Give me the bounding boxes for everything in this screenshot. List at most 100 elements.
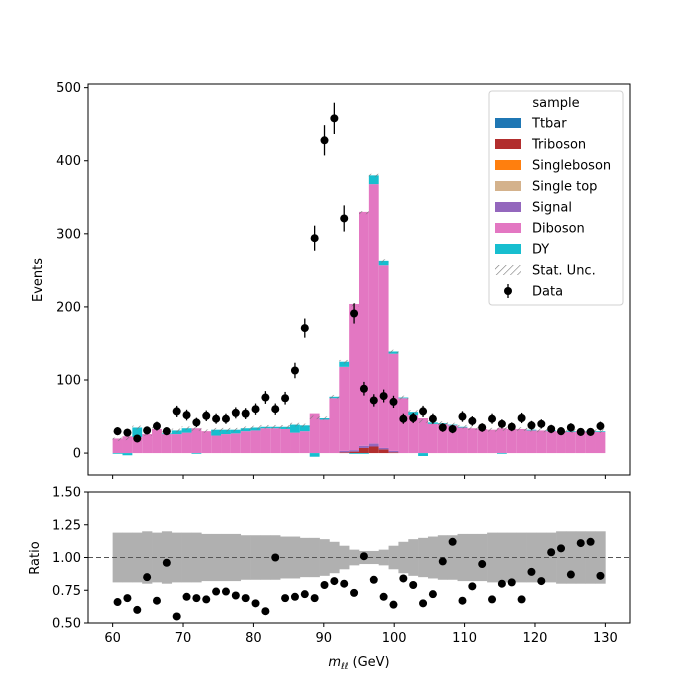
bar-diboson [201,431,212,454]
data-point [192,418,201,427]
main-frame [87,83,631,476]
ratio-point [320,581,329,590]
data-point [231,408,240,417]
ratio-unc-band [240,535,251,580]
xtick-label: 90 [316,631,333,646]
stat-unc-band [191,427,202,431]
bar-diboson [477,428,488,454]
ratio-point [310,594,319,603]
legend-label-singleboson: Singleboson [532,159,611,174]
legend-label-data: Data [532,285,563,300]
xlabel-unit: (GeV) [353,655,390,670]
ratio-unc-band [161,531,173,584]
bar-diboson [437,423,448,454]
legend-label-stat-unc-: Stat. Unc. [532,264,596,279]
bar-diboson [575,431,586,454]
ratio-point [143,573,152,582]
stat-unc-band [211,427,222,432]
ratio-point [468,582,477,591]
data-point [320,136,329,145]
bar-triboson [339,452,350,454]
ratio-point [557,544,566,553]
stat-unc-band [418,419,428,423]
data-point [271,405,280,414]
ratio-point [172,612,181,621]
data-point [507,422,516,431]
data-point [527,421,536,430]
stat-unc-band [408,410,419,414]
ratio-unc-band [250,535,261,580]
bar-dy [181,428,192,433]
data-point [369,396,378,405]
bar-dy [418,453,428,456]
data-point [340,214,349,223]
ratio-unc-band [201,533,212,582]
ratio-point [113,598,122,607]
legend-swatch-diboson [495,223,521,233]
bar-diboson [171,434,182,454]
data-point [202,411,211,420]
data-point [428,414,437,423]
ratio-unc-band [457,533,468,582]
bar-diboson [427,423,438,454]
ratio-point [507,578,516,587]
ratio-point [290,592,299,601]
data-point [251,405,260,414]
stat-unc-band [181,426,192,431]
ratio-point [152,596,161,605]
data-point [399,414,408,423]
data-point [212,414,221,423]
ratio-point [340,579,349,588]
bar-diboson [161,434,172,454]
bar-diboson [309,413,320,454]
bar-dy [349,453,359,454]
data-point [113,427,122,436]
ratio-point [409,581,418,590]
bar-diboson [221,434,231,454]
data-point [488,414,497,423]
ratio-point [221,587,230,596]
data-point [468,416,477,425]
data-point [576,427,585,436]
ratio-unc-band [408,539,419,576]
bar-diboson [290,432,300,454]
data-point [261,393,270,402]
data-point [281,394,290,403]
ratio-point [517,595,526,604]
ytick-label: 200 [56,300,81,315]
data-point [517,413,526,422]
data-point [133,434,142,443]
data-point [448,424,457,433]
legend-title: sample [532,96,579,111]
ratio-unc-band [122,532,133,583]
data-point [389,397,398,406]
bar-diboson [595,431,606,454]
ratio-unc-band [546,532,557,583]
ratio-unc-band [280,536,291,579]
stat-unc-band [467,426,478,431]
bar-diboson [368,184,379,444]
bar-diboson [142,434,153,454]
ratio-unc-band [506,532,517,583]
ratio-point [458,596,467,605]
legend: sample Ttbar Triboson Singleboson Single top… [488,90,624,306]
ratio-point [202,595,211,604]
data-point [596,422,605,431]
bar-diboson [280,428,291,454]
ratio-point [359,552,368,561]
stat-unc-band [280,425,291,429]
stat-unc-band [368,173,379,177]
ratio-unc-band [536,532,547,583]
bar-diboson [230,433,241,454]
stat-unc-band [201,429,212,433]
bar-diboson [270,428,281,454]
stat-unc-band [595,429,606,433]
ratio-point [488,595,497,604]
ratio-point [389,600,398,609]
bar-dy [359,453,369,454]
data-point [419,407,428,416]
stat-unc-band [359,211,369,215]
legend-swatch-single-top [495,181,521,191]
data-point [143,426,152,435]
